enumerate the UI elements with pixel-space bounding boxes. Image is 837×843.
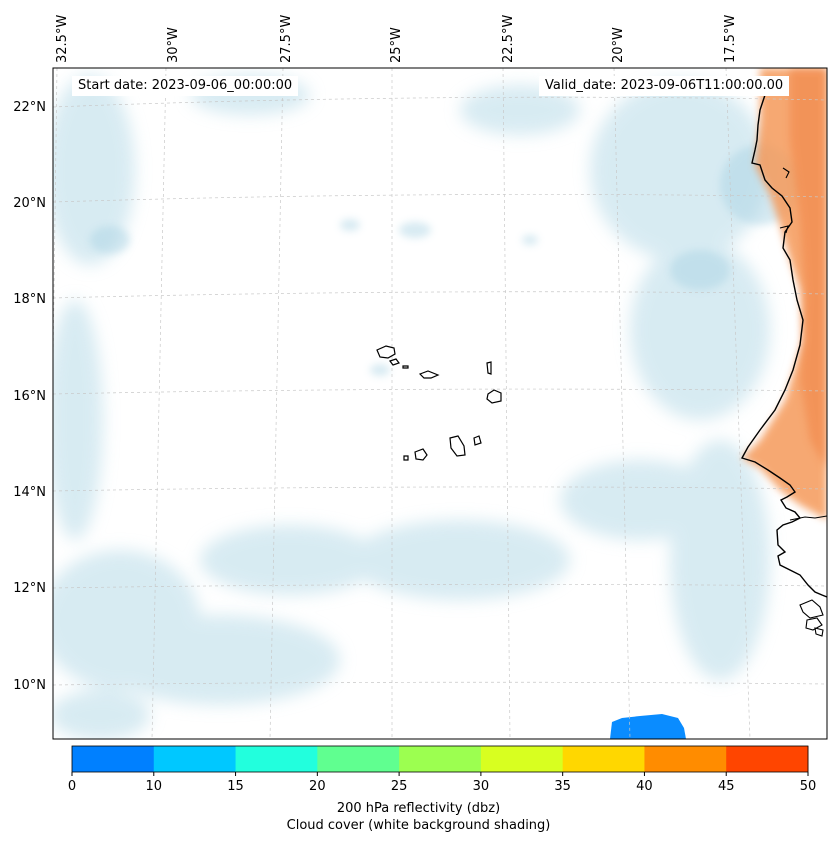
colorbar-subtitle: Cloud cover (white background shading) — [286, 818, 551, 833]
colorbar: 0 10 15 20 25 30 35 40 45 50 — [68, 745, 817, 794]
island-sao-vicente — [389, 358, 400, 366]
lon-label: 30°W — [166, 27, 181, 63]
colorbar-segment — [235, 746, 318, 772]
island-sao-nicolau — [418, 370, 440, 379]
island-santo-antao — [376, 345, 396, 359]
island-boa-vista — [486, 389, 502, 404]
colorbar-tick-label: 50 — [800, 779, 817, 794]
lon-label: 17.5°W — [723, 15, 738, 63]
colorbar-segment — [726, 746, 809, 772]
lon-label: 22.5°W — [501, 15, 516, 63]
longitude-labels: 32.5°W 30°W 27.5°W 25°W 22.5°W 20°W 17.5… — [55, 15, 738, 63]
colorbar-segment — [480, 746, 564, 772]
island-brava — [403, 455, 409, 461]
colorbar-tick-label: 20 — [309, 779, 326, 794]
colorbar-tick-label: 45 — [718, 779, 735, 794]
colorbar-frame — [71, 745, 809, 773]
reflectivity-patch — [610, 714, 686, 739]
colorbar-segment — [317, 746, 400, 772]
colorbar-segment — [644, 746, 727, 772]
colorbar-tick-label: 10 — [146, 779, 163, 794]
lon-label: 32.5°W — [55, 15, 70, 63]
valid-date-label: Valid_date: 2023-09-06T11:00:00.00 — [539, 76, 790, 96]
start-date-label: Start date: 2023-09-06_00:00:00 — [72, 76, 299, 96]
map-panel — [53, 68, 827, 739]
island-sal — [486, 361, 492, 375]
map-frame — [52, 67, 828, 740]
colorbar-title: 200 hPa reflectivity (dbz) — [336, 801, 501, 816]
colorbar-tick-label: 25 — [391, 779, 408, 794]
lat-label: 12°N — [13, 581, 46, 596]
colorbar-segment — [72, 746, 155, 772]
island-santiago — [449, 435, 466, 457]
colorbar-tick-label: 40 — [636, 779, 653, 794]
graticule — [53, 68, 827, 739]
colorbar-segment — [153, 746, 237, 772]
island-maio — [473, 435, 482, 446]
island-fogo — [414, 448, 428, 461]
latitude-labels: 22°N 20°N 18°N 16°N 14°N 12°N 10°N — [13, 100, 46, 693]
cloud-cover-shading — [53, 75, 770, 739]
lon-label: 20°W — [611, 27, 626, 63]
cape-verde-islands — [376, 345, 502, 461]
island-santa-luzia — [402, 365, 409, 369]
colorbar-tick-label: 15 — [227, 779, 244, 794]
lat-label: 14°N — [13, 485, 46, 500]
colorbar-tick-label: 30 — [473, 779, 490, 794]
lon-label: 25°W — [389, 27, 404, 63]
colorbar-tick-label: 0 — [68, 779, 76, 794]
west-africa-coastline — [740, 84, 827, 598]
lat-label: 20°N — [13, 196, 46, 211]
colorbar-segment — [399, 746, 482, 772]
colorbar-segment — [562, 746, 645, 772]
lat-label: 16°N — [13, 389, 46, 404]
lat-label: 22°N — [13, 100, 46, 115]
lat-label: 10°N — [13, 678, 46, 693]
lat-label: 18°N — [13, 292, 46, 307]
colorbar-tick-label: 35 — [554, 779, 571, 794]
lon-label: 27.5°W — [279, 15, 294, 63]
